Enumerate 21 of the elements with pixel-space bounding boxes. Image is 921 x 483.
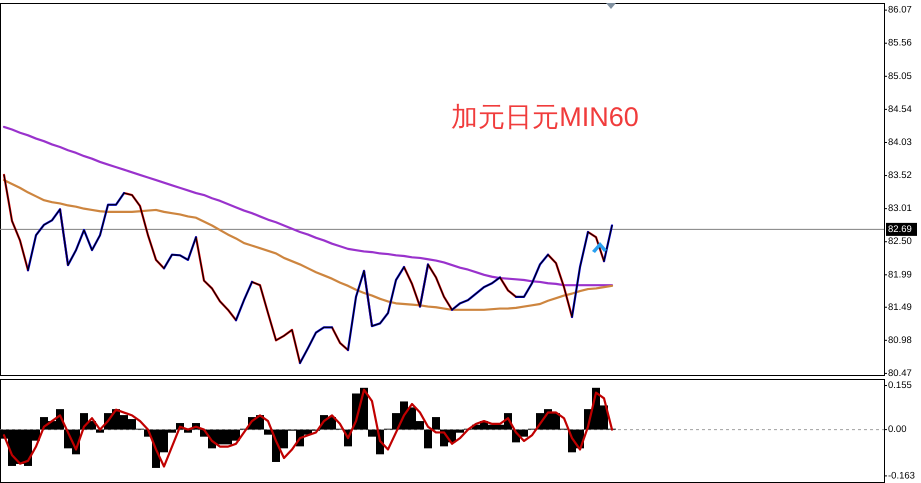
y-tick-label: 80.98 xyxy=(888,334,912,346)
y-tick-label: 81.99 xyxy=(888,269,912,280)
y-tick-label: 0.155 xyxy=(888,380,912,392)
y-tick-label: 83.01 xyxy=(888,203,912,214)
line-series xyxy=(2,388,614,468)
line-series xyxy=(2,178,614,311)
ref-line-label: 82.69 xyxy=(888,224,912,235)
y-tick-label: 80.47 xyxy=(888,368,912,379)
bar xyxy=(432,417,440,430)
text: 加元日元MIN60 xyxy=(451,102,639,132)
y-tick-label: 85.56 xyxy=(888,38,912,49)
bar xyxy=(424,430,432,448)
y-tick-label: 0.00 xyxy=(888,424,906,436)
y-tick-label: 84.54 xyxy=(888,104,912,115)
y-tick-label: 84.03 xyxy=(888,136,912,148)
y-tick-label: 85.05 xyxy=(888,70,912,82)
y-tick-label: 86.07 xyxy=(888,4,912,16)
y-tick-label: 81.49 xyxy=(888,302,912,313)
y-tick-label: 83.52 xyxy=(888,170,912,182)
y-tick-label: 82.50 xyxy=(888,236,912,248)
y-tick-label: -0.163 xyxy=(888,470,915,482)
